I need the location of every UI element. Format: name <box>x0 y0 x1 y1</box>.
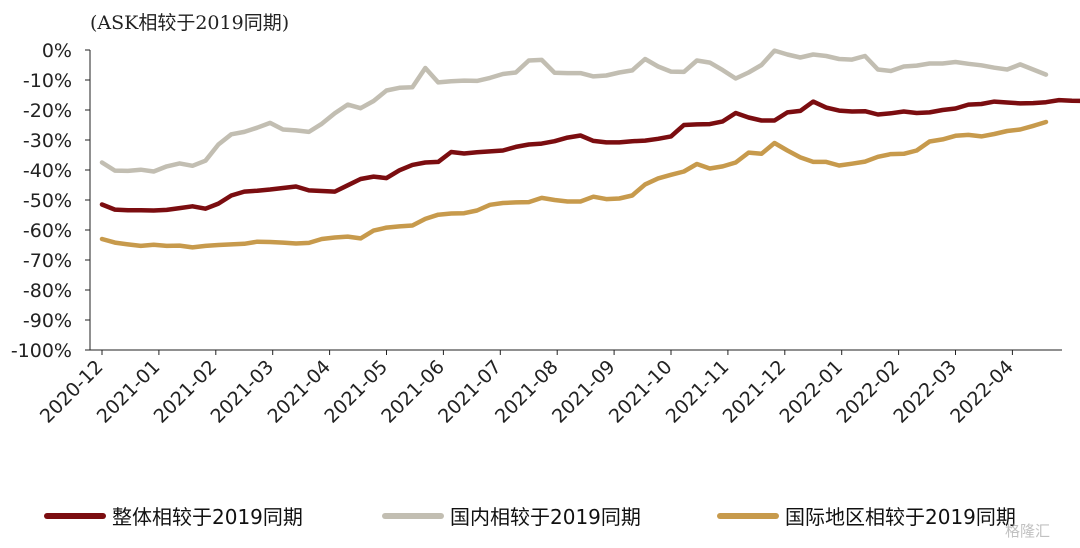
legend-label-1: 国内相较于2019同期 <box>450 505 641 529</box>
y-tick-label: 0% <box>42 40 72 62</box>
series-line-0 <box>99 97 1080 213</box>
chart-subtitle: (ASK相较于2019同期) <box>90 12 289 34</box>
y-axis: 0% -10% -20% -30% -40% -50% -60% -70% -80% -90% -1… <box>11 40 91 362</box>
y-tick-label: -100% <box>11 340 72 362</box>
y-tick-label: -40% <box>23 160 72 182</box>
y-tick-label: -20% <box>23 100 72 122</box>
y-tick-label: -30% <box>23 130 72 152</box>
x-axis: 2020-122021-012021-022021-032021-042021-… <box>36 349 1062 428</box>
series-line-2 <box>99 119 1049 250</box>
y-tick-label: -80% <box>23 280 72 302</box>
legend: 整体相较于2019同期 国内相较于2019同期 国际地区相较于2019同期 <box>44 505 1016 529</box>
watermark: 格隆汇 <box>1005 522 1050 540</box>
x-tick-label: 2022-04 <box>946 356 1018 428</box>
y-tick-label: -10% <box>23 70 72 92</box>
series-layer <box>99 48 1080 250</box>
legend-label-2: 国际地区相较于2019同期 <box>785 505 1016 529</box>
y-tick-label: -70% <box>23 250 72 272</box>
y-tick-label: -50% <box>23 190 72 212</box>
legend-label-0: 整体相较于2019同期 <box>112 505 303 529</box>
series-line-1 <box>99 48 1049 174</box>
y-tick-label: -60% <box>23 220 72 242</box>
y-tick-label: -90% <box>23 310 72 332</box>
